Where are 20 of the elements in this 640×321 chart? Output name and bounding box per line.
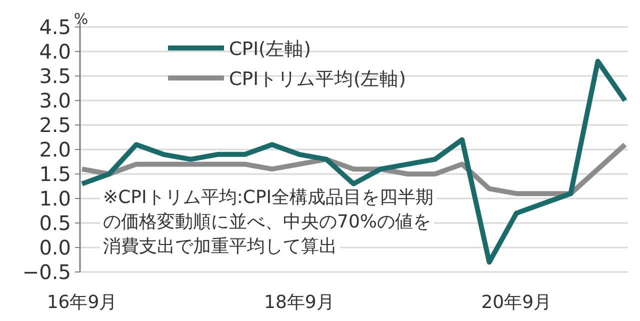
y-tick-label: 4.0	[39, 40, 71, 64]
x-tick-label: 20年9月	[481, 292, 552, 313]
y-axis-title: %	[74, 10, 88, 28]
y-tick-label: 0.0	[39, 236, 71, 260]
y-tick-label: 3.5	[39, 64, 71, 88]
legend-label: CPIトリム平均(左軸)	[229, 69, 406, 90]
y-tick-label: 2.0	[39, 138, 71, 162]
annotation: の価格変動順に並べ、中央の70%の値を	[103, 212, 432, 232]
y-tick-label: −0.5	[22, 260, 71, 284]
x-tick-label: 18年9月	[264, 292, 334, 313]
y-tick-label: 1.0	[39, 186, 71, 210]
y-tick-label: 3.0	[39, 88, 71, 112]
y-tick-label: 0.5	[39, 211, 71, 235]
legend-label: CPI(左軸)	[229, 39, 311, 60]
annotation: ※CPIトリム平均:CPI全構成品目を四半期	[103, 187, 434, 208]
x-tick-label: 16年9月	[46, 292, 118, 313]
y-tick-label: 4.5	[39, 15, 71, 39]
y-tick-label: 2.5	[39, 113, 71, 137]
annotation: 消費支出で加重平均して算出	[103, 236, 337, 257]
y-tick-label: 1.5	[39, 162, 71, 186]
